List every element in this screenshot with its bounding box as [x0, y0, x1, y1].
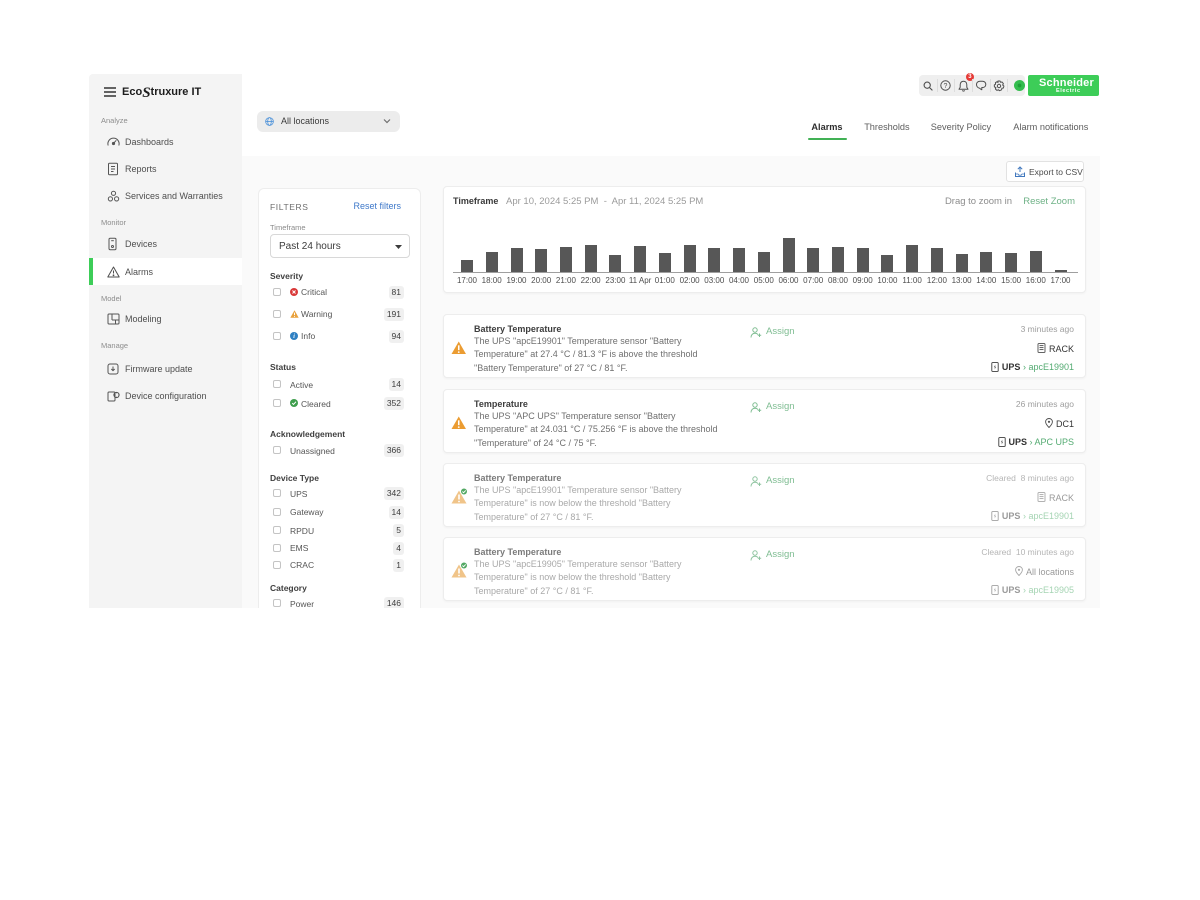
svg-text:i: i: [293, 334, 295, 340]
svg-text:?: ?: [944, 83, 948, 90]
